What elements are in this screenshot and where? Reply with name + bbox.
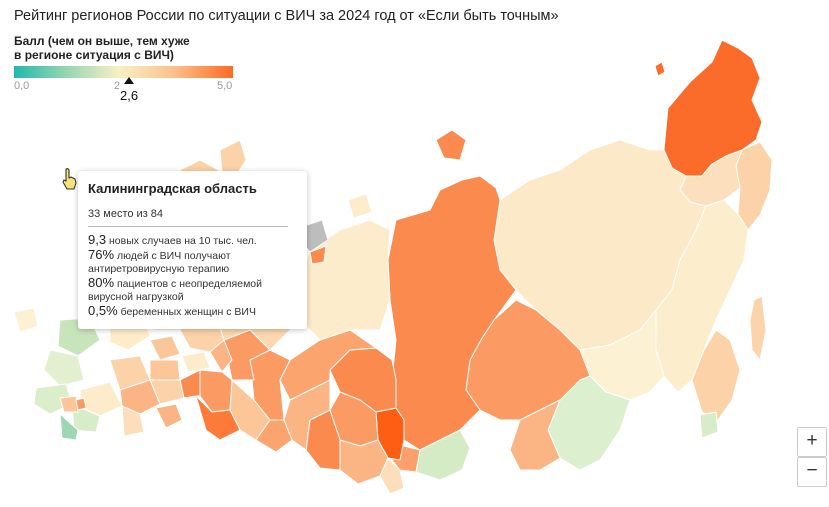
region-dagestan[interactable] xyxy=(59,395,79,413)
tooltip-stats: 9,3 новых случаев на 10 тыс. чел. 76% лю… xyxy=(88,233,297,319)
legend-gradient xyxy=(14,66,233,78)
region-tooltip: Калининградская область 33 место из 84 9… xyxy=(78,171,307,329)
region-astrakhan[interactable] xyxy=(155,403,183,429)
legend-value-marker xyxy=(124,77,134,84)
region-ingushetia[interactable] xyxy=(75,397,87,411)
legend-mid-label: 2 xyxy=(114,80,121,92)
stat-text: беременных женщин с ВИЧ xyxy=(120,306,256,318)
region-altai-republic[interactable] xyxy=(379,457,405,495)
region-buryatia[interactable] xyxy=(509,399,561,471)
region-udmurtia[interactable] xyxy=(209,339,233,373)
stat-value: 9,3 xyxy=(88,232,107,247)
region-nizhny-novgorod[interactable] xyxy=(149,335,181,361)
region-penza-ulyanovsk[interactable] xyxy=(149,359,181,381)
region-north-caucasus[interactable] xyxy=(59,413,79,441)
region-novaya-zemlya[interactable] xyxy=(219,139,247,177)
tooltip-rank: 33 место из 84 xyxy=(88,208,288,227)
region-kamchatka[interactable] xyxy=(735,141,773,231)
stat-text: людей с ВИЧ получают антиретровирусную т… xyxy=(88,250,231,275)
tooltip-stat-therapy: 76% людей с ВИЧ получают антиретровирусн… xyxy=(88,248,297,276)
region-yamal-north[interactable] xyxy=(347,193,373,219)
region-orenburg[interactable] xyxy=(195,395,241,441)
region-tatarstan[interactable] xyxy=(181,351,211,373)
tooltip-region-name: Калининградская область xyxy=(88,181,257,196)
legend-max-label: 5,0 xyxy=(217,80,233,92)
stat-value: 80% xyxy=(88,275,115,290)
region-kurgan[interactable] xyxy=(255,419,293,453)
zoom-out-button[interactable]: − xyxy=(797,457,827,487)
stat-value: 76% xyxy=(88,247,115,262)
region-wrangel-island[interactable] xyxy=(654,61,666,77)
legend-title: Балл (чем он выше, тем хуже в регионе си… xyxy=(14,34,214,62)
region-sakhalin[interactable] xyxy=(749,295,767,361)
region-belgorod-kursk[interactable] xyxy=(43,349,85,387)
region-crimea[interactable] xyxy=(13,307,39,333)
region-kalmykia[interactable] xyxy=(121,405,145,437)
stat-text: пациентов с неопределяемой вирусной нагр… xyxy=(88,278,262,303)
region-stavropol[interactable] xyxy=(71,403,101,433)
legend-title-line1: Балл (чем он выше, тем хуже xyxy=(14,34,190,48)
stat-text: новых случаев на 10 тыс. чел. xyxy=(109,235,257,247)
map-title: Рейтинг регионов России по ситуации с ВИ… xyxy=(14,8,559,24)
region-taymyr-north[interactable] xyxy=(435,129,467,161)
hand-pointer-icon xyxy=(60,167,78,196)
tooltip-stat-pregnant: 0,5% беременных женщин с ВИЧ xyxy=(88,304,297,319)
tooltip-stat-new-cases: 9,3 новых случаев на 10 тыс. чел. xyxy=(88,233,297,248)
zoom-in-button[interactable]: + xyxy=(797,427,827,457)
region-tyva[interactable] xyxy=(415,429,471,481)
legend-marker-label: 2,6 xyxy=(119,88,140,103)
region-jewish-ao[interactable] xyxy=(699,411,719,439)
legend-title-line2: в регионе ситуация с ВИЧ) xyxy=(14,48,174,62)
region-volgograd[interactable] xyxy=(119,379,161,415)
stat-value: 0,5% xyxy=(88,303,118,318)
tooltip-stat-viral-load: 80% пациентов с неопределяемой вирусной … xyxy=(88,276,297,304)
legend-min-label: 0,0 xyxy=(14,80,30,92)
region-spb-area[interactable] xyxy=(309,245,327,265)
